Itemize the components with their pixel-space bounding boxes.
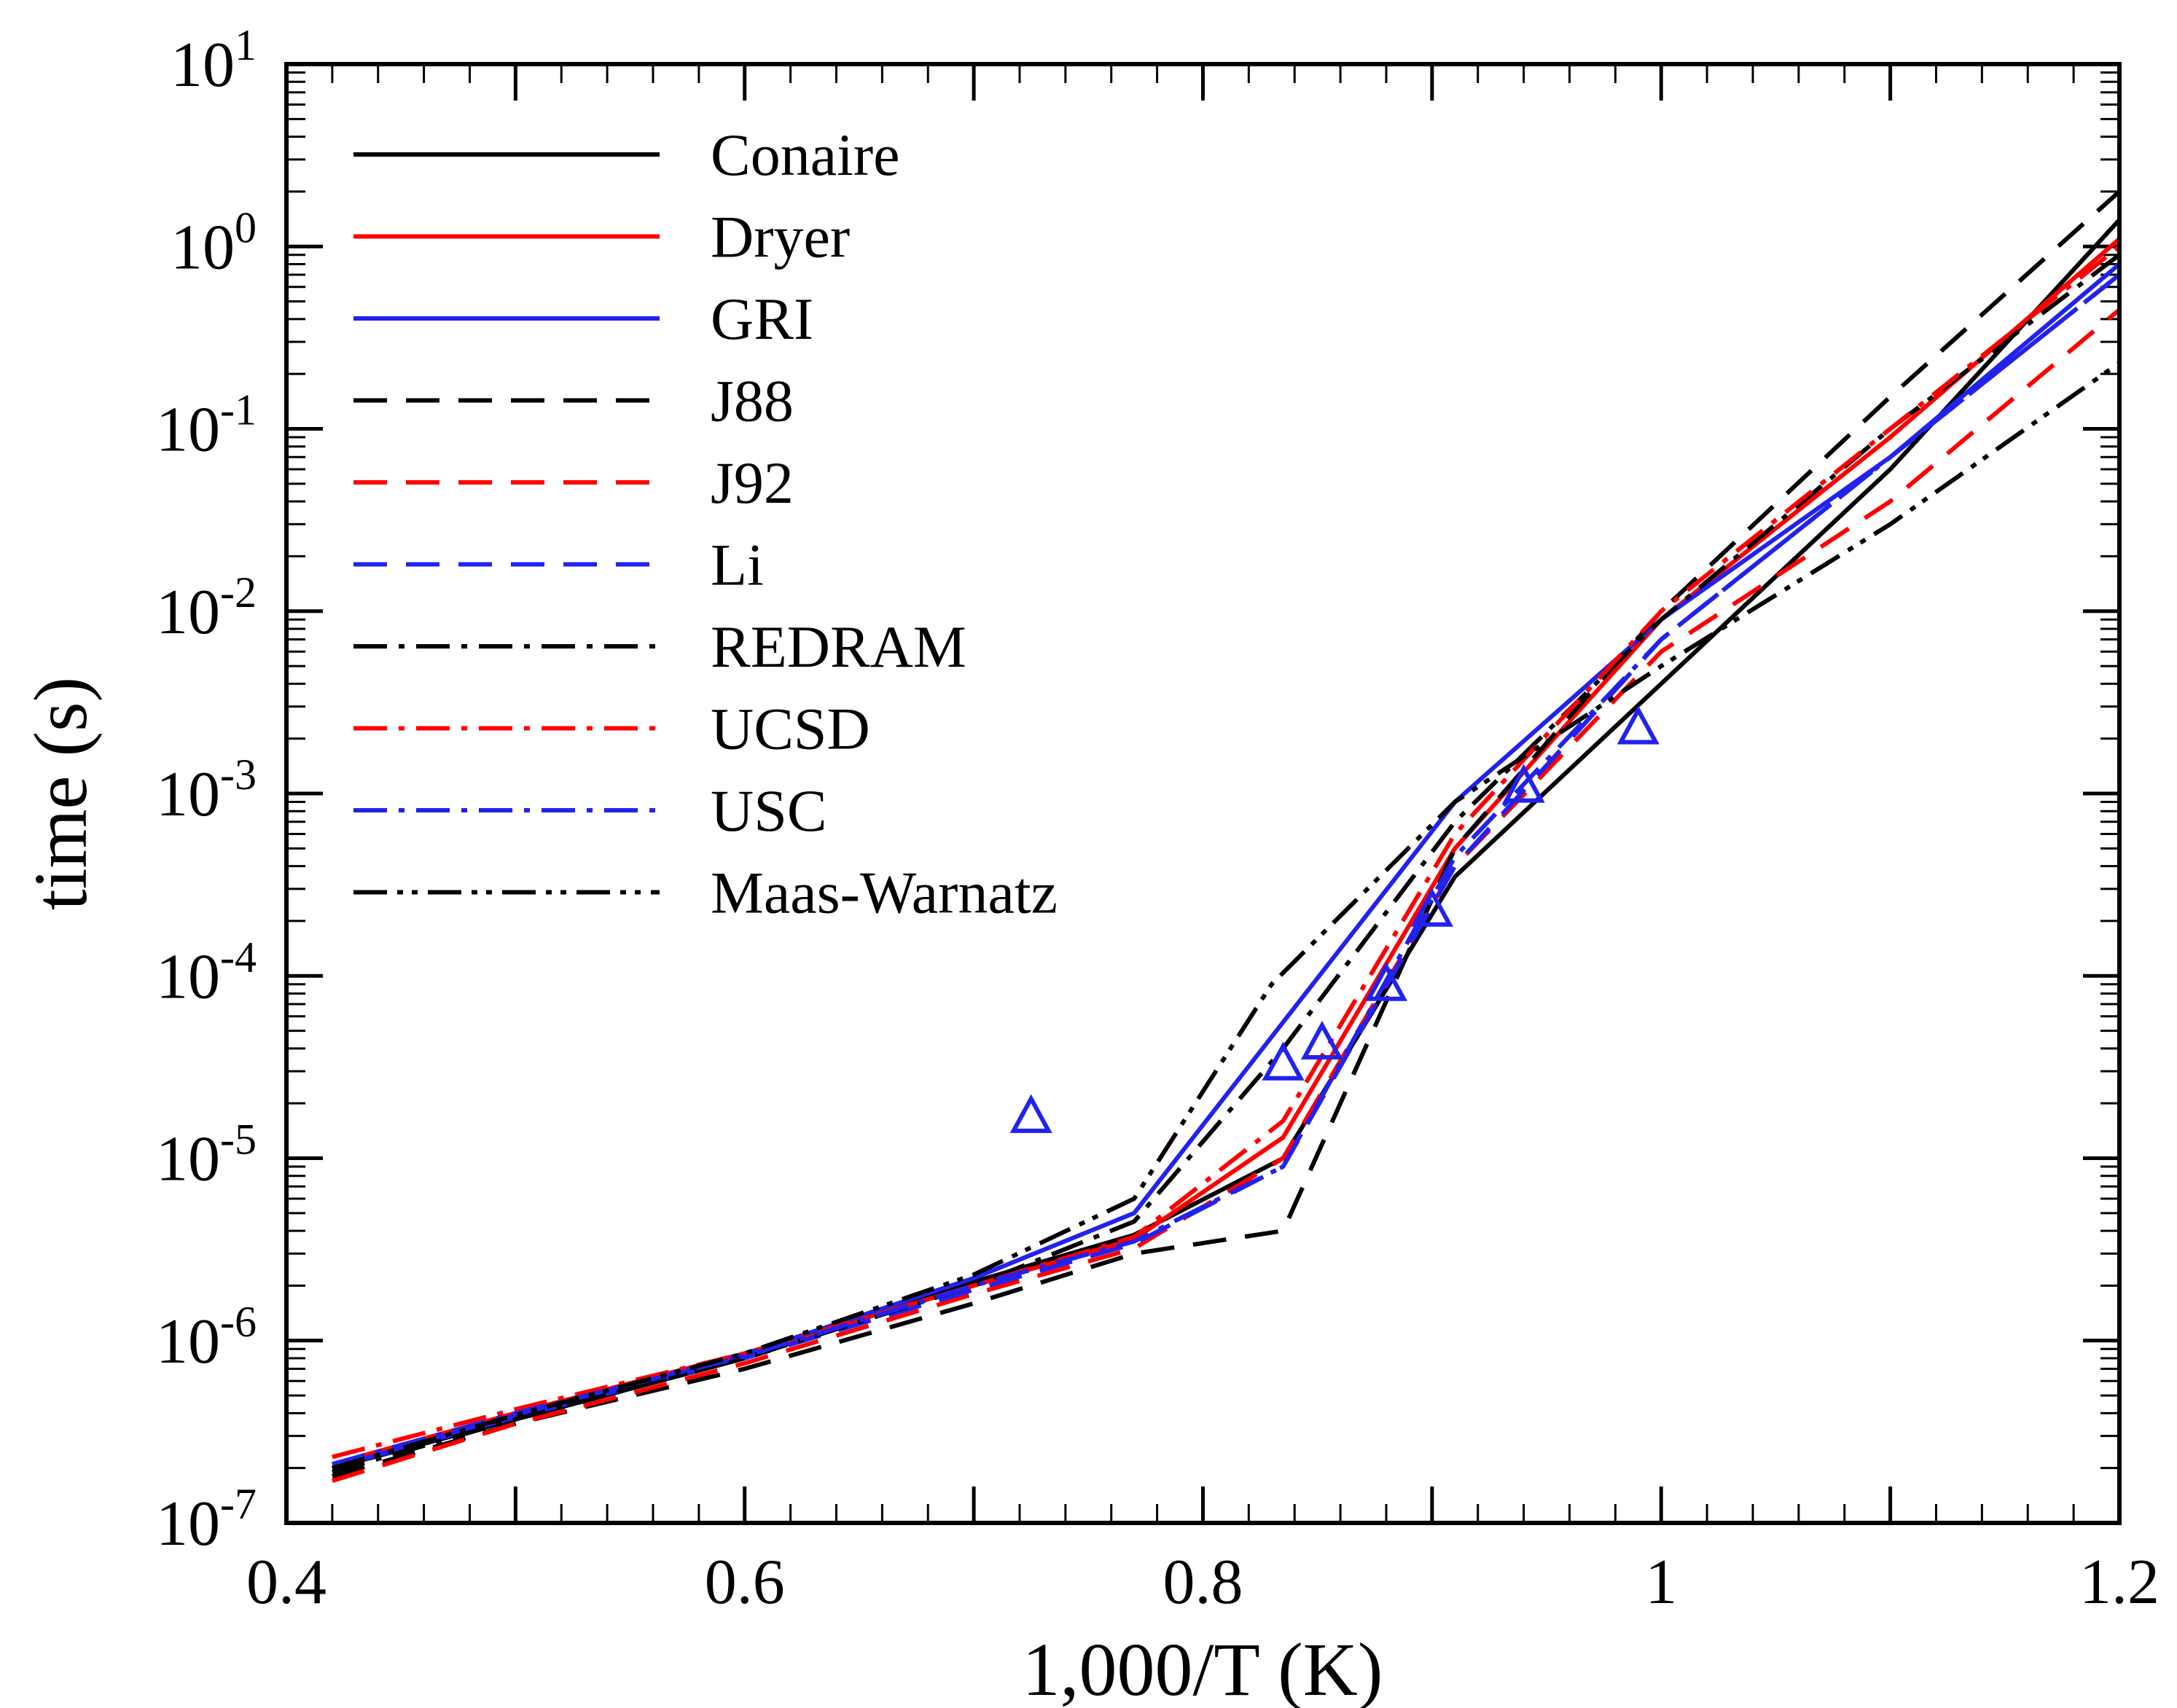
x-tick-label: 0.6	[705, 1547, 785, 1618]
data-marker-triangle	[1009, 1094, 1052, 1133]
y-tick-label: 10-3	[156, 751, 257, 830]
data-marker-triangle	[1410, 888, 1453, 927]
data-marker-triangle	[1364, 962, 1408, 1001]
legend-label: J88	[711, 368, 794, 434]
y-axis-title: time (s)	[19, 677, 103, 911]
series-line-j88	[332, 189, 2122, 1478]
y-tick-label: 10-7	[156, 1480, 257, 1559]
series-layer	[332, 189, 2122, 1484]
y-tick-label: 100	[171, 203, 257, 283]
legend-label: UCSD	[711, 696, 870, 762]
y-tick-label: 10-2	[156, 568, 257, 648]
data-marker-triangle	[1617, 705, 1660, 745]
data-marker-triangle	[1300, 1020, 1344, 1059]
legend-label: J92	[711, 450, 794, 516]
series-line-maas-warnatz	[332, 361, 2121, 1470]
x-tick-label: 0.4	[246, 1547, 327, 1618]
x-axis-title: 1,000/T (K)	[1023, 1628, 1383, 1708]
data-marker-triangle	[1502, 764, 1545, 803]
legend-label: REDRAM	[711, 614, 966, 680]
plot-area	[286, 64, 2119, 1523]
legend-label: Dryer	[711, 204, 850, 270]
legend-label: Conaire	[711, 122, 900, 188]
series-line-redram	[332, 253, 2121, 1475]
x-tick-label: 0.8	[1163, 1547, 1243, 1618]
y-tick-labels: 101 100 10-1 10-2 10-3 10-4 10-5 10-6 10-7	[156, 21, 257, 1559]
series-line-li	[332, 273, 2121, 1470]
series-line-conaire	[332, 218, 2122, 1470]
x-tick-label: 1	[1645, 1547, 1677, 1618]
legend-label: Maas-Warnatz	[711, 860, 1058, 926]
x-tick-label: 1.2	[2079, 1547, 2160, 1618]
minor-ticks	[286, 64, 2119, 1523]
legend: Conaire Dryer GRI J88 J92 Li REDRAM UCSD USC Maas…	[353, 122, 1058, 926]
y-tick-label: 10-6	[156, 1298, 257, 1377]
series-line-ucsd	[332, 244, 2121, 1460]
data-marker-triangle	[1262, 1041, 1305, 1081]
legend-label: USC	[711, 777, 827, 844]
plot-frame	[284, 62, 2122, 1525]
y-tick-label: 10-4	[156, 933, 257, 1012]
legend-label: Li	[711, 532, 764, 598]
y-tick-label: 10-5	[156, 1116, 257, 1195]
x-tick-labels: 0.4 0.6 0.8 1 1.2	[246, 1547, 2160, 1618]
marker-layer	[1009, 705, 1660, 1133]
legend-label: GRI	[711, 286, 813, 352]
y-tick-label: 10-1	[156, 386, 257, 466]
y-tick-label: 101	[171, 21, 257, 101]
